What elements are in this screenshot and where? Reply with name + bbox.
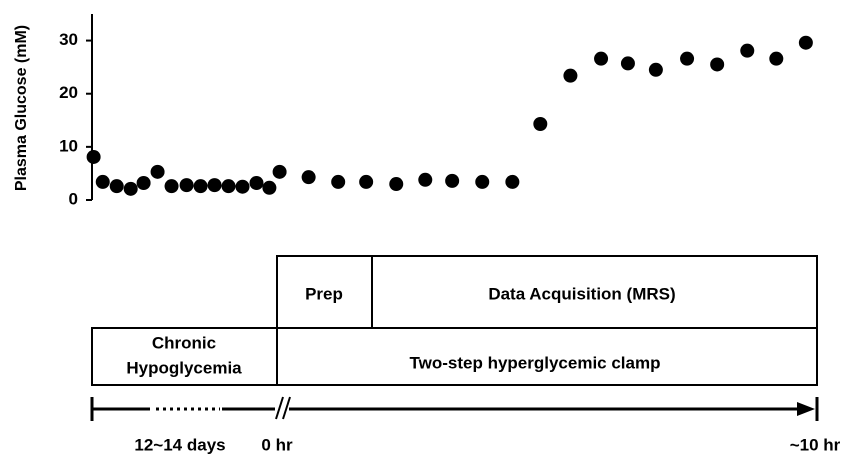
point: [272, 164, 287, 179]
point: [123, 181, 138, 196]
y-axis-label: Plasma Glucose (mM): [13, 25, 30, 191]
point: [193, 179, 208, 194]
point: [359, 174, 374, 189]
point: [475, 174, 490, 189]
point: [563, 68, 578, 83]
point: [331, 174, 346, 189]
point: [620, 56, 635, 71]
point: [221, 179, 236, 194]
point: [136, 175, 151, 190]
point: [648, 62, 663, 77]
prep-label: Prep: [305, 284, 343, 303]
timeline-arrow: [797, 402, 815, 416]
point: [389, 177, 404, 192]
y-tick-label: 10: [59, 136, 78, 155]
point: [301, 170, 316, 185]
timeline-label: 12~14 days: [134, 435, 225, 454]
point: [207, 178, 222, 193]
point: [109, 179, 124, 194]
point: [150, 164, 165, 179]
clamp-label: Two-step hyperglycemic clamp: [410, 353, 661, 372]
y-tick-label: 20: [59, 83, 78, 102]
point: [533, 117, 548, 132]
point: [418, 172, 433, 187]
point: [235, 179, 250, 194]
point: [95, 174, 110, 189]
timeline: [90, 396, 819, 421]
point: [164, 179, 179, 194]
y-tick-label: 0: [69, 189, 78, 208]
acquisition-label: Data Acquisition (MRS): [488, 284, 675, 303]
point: [740, 43, 755, 58]
timeline-label: 0 hr: [261, 435, 293, 454]
clamp-box: [276, 327, 818, 386]
chronic-label: Hypoglycemia: [126, 358, 242, 377]
chronic-label: Chronic: [152, 333, 216, 352]
point: [179, 178, 194, 193]
point: [769, 51, 784, 66]
point: [680, 51, 695, 66]
point: [249, 175, 264, 190]
point: [594, 51, 609, 66]
point: [86, 149, 101, 164]
point: [262, 180, 277, 195]
point: [798, 35, 813, 50]
y-tick-label: 30: [59, 30, 78, 49]
point: [710, 57, 725, 72]
point: [505, 174, 520, 189]
timeline-label: ~10 hr: [790, 435, 841, 454]
point: [445, 173, 460, 188]
